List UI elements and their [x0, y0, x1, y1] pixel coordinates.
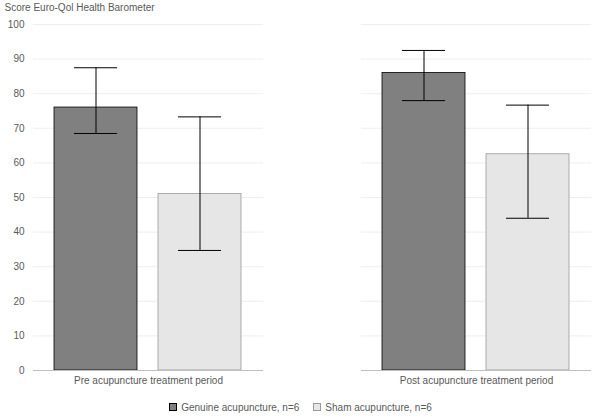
svg-text:Score Euro-Qol Health Baromete: Score Euro-Qol Health Barometer [5, 2, 156, 13]
html-text:Genuine acupuncture, n=6: Genuine acupuncture, n=6 [181, 401, 300, 413]
svg-text:50: 50 [13, 192, 25, 203]
svg-text:70: 70 [13, 123, 25, 134]
svg-text:90: 90 [13, 53, 25, 64]
svg-text:40: 40 [13, 226, 25, 237]
svg-text:Post acupuncture treatment per: Post acupuncture treatment period [400, 375, 553, 386]
html-text:Sham acupuncture, n=6: Sham acupuncture, n=6 [325, 401, 432, 413]
svg-text:60: 60 [13, 157, 25, 168]
svg-text:10: 10 [13, 330, 25, 341]
svg-text:30: 30 [13, 261, 25, 272]
svg-text:Pre acupuncture treatment peri: Pre acupuncture treatment period [74, 375, 223, 386]
svg-text:80: 80 [13, 88, 25, 99]
svg-text:20: 20 [13, 296, 25, 307]
svg-text:100: 100 [8, 19, 25, 30]
svg-text:0: 0 [19, 365, 25, 376]
